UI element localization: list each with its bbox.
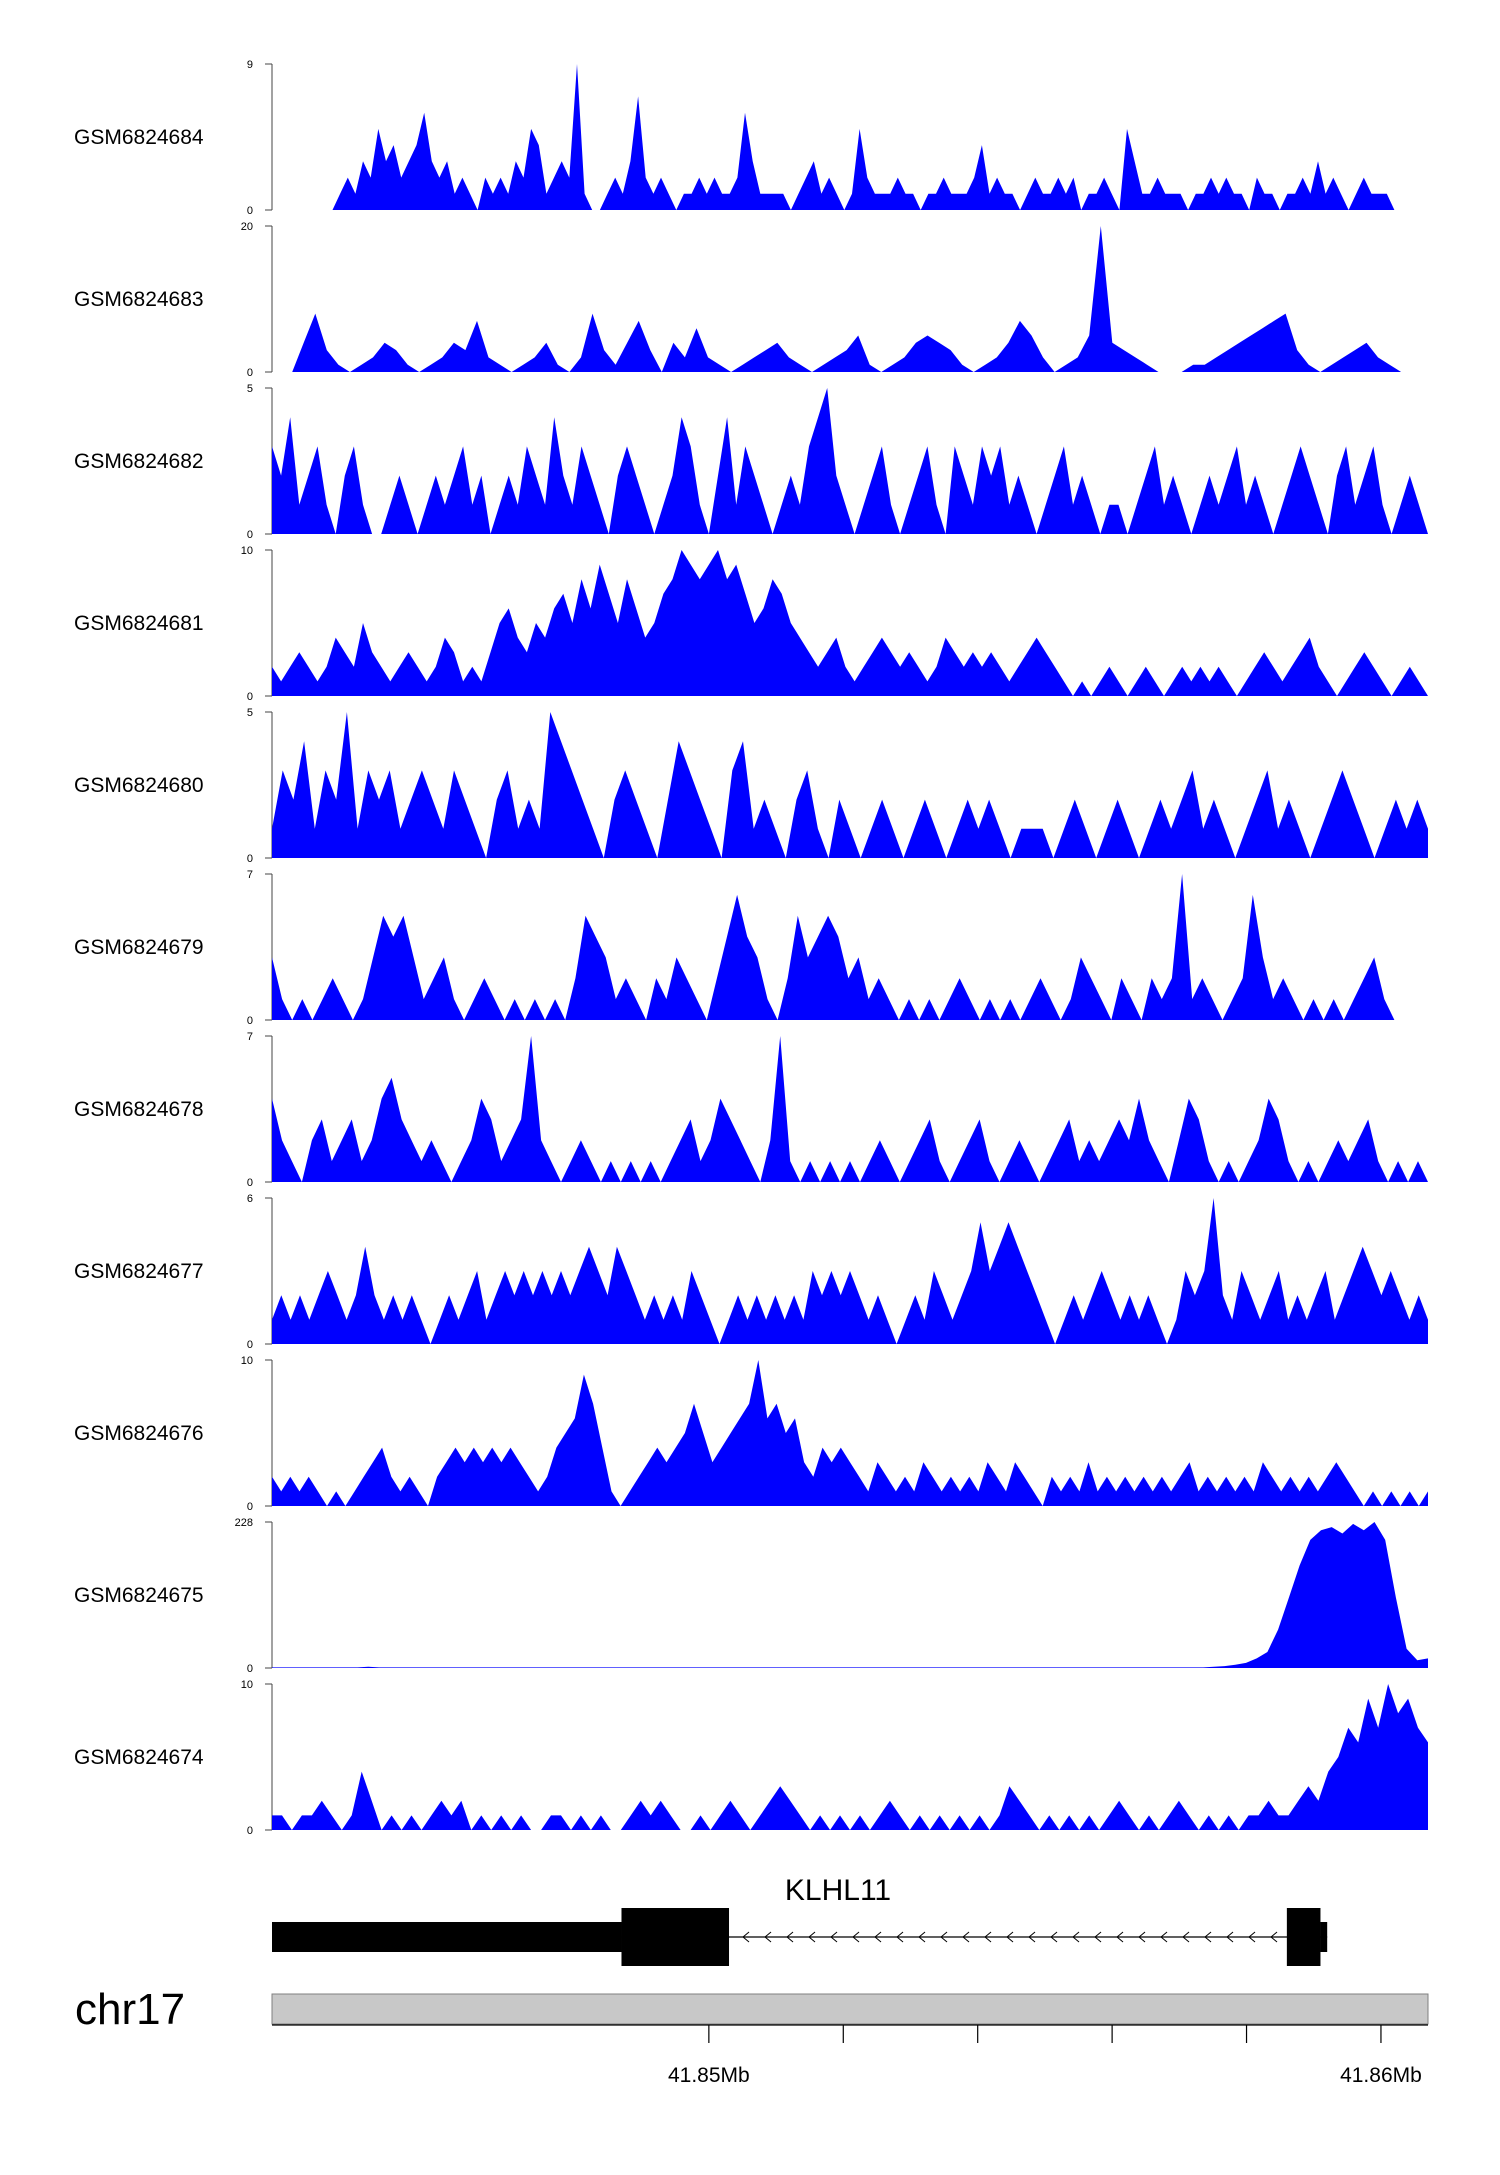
coverage-area — [292, 226, 1402, 372]
coverage-area — [332, 64, 1395, 210]
y-tick-label-min: 0 — [247, 1339, 253, 1351]
y-tick-label-min: 0 — [247, 1663, 253, 1675]
strand-arrow — [918, 1931, 926, 1943]
track-label: GSM6824682 — [74, 450, 204, 473]
coverage-area — [272, 1198, 1428, 1344]
y-tick-label-max: 6 — [247, 1193, 253, 1205]
strand-arrow — [852, 1931, 860, 1943]
y-tick-label-max: 9 — [247, 59, 253, 71]
strand-arrow — [1160, 1931, 1168, 1943]
chromosome-label: chr17 — [75, 1985, 185, 2034]
strand-arrow — [1094, 1931, 1102, 1943]
gene-track: KLHL11 — [272, 1874, 1328, 1966]
y-tick-label-min: 0 — [247, 367, 253, 379]
gene-exon — [272, 1922, 622, 1952]
y-tick-label-max: 5 — [247, 707, 253, 719]
track-label: GSM6824678 — [74, 1098, 204, 1121]
y-tick-label-max: 7 — [247, 1031, 253, 1043]
y-tick-label-min: 0 — [247, 529, 253, 541]
track-GSM6824676: GSM6824676 10 0 — [74, 1355, 1428, 1513]
y-tick-label-min: 0 — [247, 691, 253, 703]
y-tick-label-max: 10 — [241, 1355, 253, 1367]
strand-arrow — [1204, 1931, 1212, 1943]
gene-model — [272, 1908, 1328, 1966]
track-GSM6824677: GSM6824677 6 0 — [74, 1193, 1428, 1351]
y-tick-label-max: 7 — [247, 869, 253, 881]
track-label: GSM6824675 — [74, 1584, 204, 1607]
track-GSM6824681: GSM6824681 10 0 — [74, 545, 1428, 703]
coverage-area — [272, 712, 1428, 858]
chromosome-ideogram: chr17 — [75, 1985, 1429, 2034]
strand-arrow — [1050, 1931, 1058, 1943]
strand-arrow — [1182, 1931, 1190, 1943]
strand-arrow — [786, 1931, 794, 1943]
gene-label: KLHL11 — [785, 1874, 891, 1907]
y-tick-label-max: 228 — [235, 1517, 253, 1529]
track-GSM6824678: GSM6824678 7 0 — [74, 1031, 1428, 1189]
strand-arrow — [962, 1931, 970, 1943]
track-GSM6824679: GSM6824679 7 0 — [74, 869, 1395, 1027]
strand-arrow — [1006, 1931, 1014, 1943]
y-tick-label-min: 0 — [247, 1015, 253, 1027]
strand-arrow — [1072, 1931, 1080, 1943]
strand-arrow — [940, 1931, 948, 1943]
coverage-area — [272, 1522, 1428, 1668]
genomic-axis: 41.85Mb 41.86Mb — [272, 2024, 1428, 2087]
gene-exon — [1320, 1922, 1328, 1952]
coverage-area — [272, 550, 1428, 696]
strand-arrow — [808, 1931, 816, 1943]
strand-arrow — [1138, 1931, 1146, 1943]
track-label: GSM6824684 — [74, 126, 204, 149]
y-tick-label-min: 0 — [247, 1177, 253, 1189]
coverage-tracks: GSM682468490GSM6824683200GSM682468250GSM… — [74, 59, 1428, 1837]
coverage-area — [272, 388, 1428, 534]
track-label: GSM6824680 — [74, 774, 204, 797]
track-label: GSM6824676 — [74, 1422, 204, 1445]
strand-arrow — [1270, 1931, 1278, 1943]
track-label: GSM6824683 — [74, 288, 204, 311]
strand-arrow — [764, 1931, 772, 1943]
y-tick-label-min: 0 — [247, 205, 253, 217]
coverage-area — [272, 1684, 1428, 1830]
y-tick-label-min: 0 — [247, 1825, 253, 1837]
gene-exon — [621, 1908, 730, 1966]
coverage-area — [272, 1036, 1428, 1182]
strand-arrow — [1028, 1931, 1036, 1943]
y-tick-label-max: 20 — [241, 221, 253, 233]
track-label: GSM6824681 — [74, 612, 204, 635]
strand-arrow — [1248, 1931, 1256, 1943]
coverage-area — [272, 874, 1395, 1020]
track-GSM6824682: GSM6824682 5 0 — [74, 383, 1428, 541]
track-GSM6824680: GSM6824680 5 0 — [74, 707, 1428, 865]
strand-arrow — [984, 1931, 992, 1943]
strand-arrow — [1116, 1931, 1124, 1943]
y-tick-label-max: 10 — [241, 1679, 253, 1691]
track-GSM6824684: GSM6824684 9 0 — [74, 59, 1395, 217]
strand-arrow — [830, 1931, 838, 1943]
y-tick-label-min: 0 — [247, 853, 253, 865]
track-label: GSM6824677 — [74, 1260, 204, 1283]
y-tick-label-max: 5 — [247, 383, 253, 395]
track-label: GSM6824679 — [74, 936, 204, 959]
x-tick-label: 41.86Mb — [1340, 2064, 1422, 2087]
strand-arrow — [742, 1931, 750, 1943]
strand-arrow — [1226, 1931, 1234, 1943]
track-GSM6824683: GSM6824683 20 0 — [74, 221, 1402, 379]
strand-arrow — [874, 1931, 882, 1943]
track-label: GSM6824674 — [74, 1746, 204, 1769]
y-tick-label-min: 0 — [247, 1501, 253, 1513]
ideogram-bar — [271, 1993, 1429, 2025]
gene-exon — [1286, 1908, 1321, 1966]
strand-arrow — [896, 1931, 904, 1943]
track-GSM6824675: GSM6824675 228 0 — [74, 1517, 1428, 1675]
y-tick-label-max: 10 — [241, 545, 253, 557]
coverage-area — [272, 1360, 1428, 1506]
track-GSM6824674: GSM6824674 10 0 — [74, 1679, 1428, 1837]
x-tick-label: 41.85Mb — [668, 2064, 750, 2087]
